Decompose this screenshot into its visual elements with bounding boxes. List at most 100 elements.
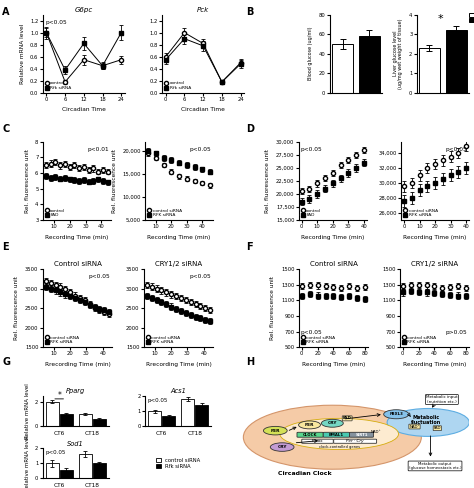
Y-axis label: Rel. fluorescence unit: Rel. fluorescence unit bbox=[265, 149, 270, 213]
Text: NAD⁺: NAD⁺ bbox=[409, 425, 420, 428]
Y-axis label: Relative mRNA level: Relative mRNA level bbox=[25, 383, 29, 439]
Bar bbox=[46, 463, 59, 478]
Y-axis label: Rel. fluorescence unit: Rel. fluorescence unit bbox=[25, 149, 29, 213]
Text: D: D bbox=[246, 124, 255, 134]
Text: CRY: CRY bbox=[277, 445, 287, 449]
Text: p<0.05: p<0.05 bbox=[301, 330, 322, 335]
Title: CRY1/2 siRNA: CRY1/2 siRNA bbox=[411, 261, 458, 267]
Y-axis label: Rel. fluorescence unit: Rel. fluorescence unit bbox=[270, 276, 275, 340]
X-axis label: Recording Time (min): Recording Time (min) bbox=[147, 235, 211, 240]
Text: p<0.05: p<0.05 bbox=[89, 274, 110, 280]
Bar bbox=[60, 414, 73, 426]
Title: Pparg: Pparg bbox=[66, 388, 85, 394]
Text: A: A bbox=[2, 7, 10, 17]
X-axis label: Circadian Time: Circadian Time bbox=[181, 107, 225, 113]
Text: FBXL3: FBXL3 bbox=[389, 412, 403, 416]
Text: Metabolic output
(glucose homeostasis etc.): Metabolic output (glucose homeostasis et… bbox=[409, 462, 461, 470]
X-axis label: Circadian Time: Circadian Time bbox=[62, 107, 106, 113]
X-axis label: Recording Time (min): Recording Time (min) bbox=[403, 362, 466, 367]
FancyBboxPatch shape bbox=[334, 439, 377, 443]
X-axis label: Recording Time (min): Recording Time (min) bbox=[45, 235, 109, 240]
Bar bbox=[195, 405, 208, 426]
Text: p<0.05: p<0.05 bbox=[46, 450, 66, 455]
Bar bbox=[446, 30, 467, 93]
Legend: control, Rfk siRNA: control, Rfk siRNA bbox=[45, 81, 72, 91]
Legend: control siRNA, RFK siRNA: control siRNA, RFK siRNA bbox=[147, 208, 182, 218]
Bar bbox=[162, 416, 175, 426]
Title: Sod1: Sod1 bbox=[67, 441, 84, 447]
Legend: control, FAD: control, FAD bbox=[301, 208, 322, 218]
Bar bbox=[419, 48, 440, 93]
Y-axis label: Liver glucose level
(ug/mg wet weight of tissue): Liver glucose level (ug/mg wet weight of… bbox=[392, 19, 403, 89]
Text: Per · Cry: Per · Cry bbox=[346, 439, 364, 443]
Text: p<0.05: p<0.05 bbox=[148, 398, 168, 403]
Text: E: E bbox=[2, 242, 9, 251]
Y-axis label: Relative mRNA level: Relative mRNA level bbox=[25, 435, 29, 488]
Title: Acs1: Acs1 bbox=[170, 388, 186, 394]
Text: clock-controlled genes: clock-controlled genes bbox=[319, 445, 360, 448]
Text: PER: PER bbox=[271, 428, 280, 433]
FancyBboxPatch shape bbox=[297, 432, 323, 437]
X-axis label: Recording Time (min): Recording Time (min) bbox=[403, 235, 467, 240]
Text: SIRT1: SIRT1 bbox=[356, 433, 368, 437]
Title: Pck: Pck bbox=[197, 7, 209, 13]
Bar bbox=[93, 463, 106, 478]
Legend: control siRNA, RFK siRNA: control siRNA, RFK siRNA bbox=[403, 208, 438, 218]
Legend: control siRNA, RFK siRNA: control siRNA, RFK siRNA bbox=[301, 335, 336, 345]
Text: NAD⁺: NAD⁺ bbox=[371, 430, 381, 434]
Y-axis label: Rel. fluorescence unit: Rel. fluorescence unit bbox=[112, 149, 117, 213]
FancyBboxPatch shape bbox=[302, 439, 333, 443]
Text: Metabolic input
(nutrition etc.): Metabolic input (nutrition etc.) bbox=[426, 395, 458, 404]
Ellipse shape bbox=[243, 405, 421, 469]
Text: *: * bbox=[57, 391, 61, 400]
Bar bbox=[46, 402, 59, 426]
X-axis label: Rrecording Time (min): Rrecording Time (min) bbox=[45, 362, 110, 367]
Text: C: C bbox=[2, 124, 9, 134]
Circle shape bbox=[264, 427, 287, 435]
Legend: control siRNA, RFK siRNA: control siRNA, RFK siRNA bbox=[146, 335, 181, 345]
Circle shape bbox=[383, 410, 409, 419]
Text: FAD: FAD bbox=[343, 416, 352, 420]
Bar bbox=[181, 399, 194, 426]
Text: p<0.05: p<0.05 bbox=[446, 147, 467, 152]
Text: CLOCK: CLOCK bbox=[303, 433, 318, 437]
Text: p>0.05: p>0.05 bbox=[446, 330, 467, 335]
Text: E-box: E-box bbox=[312, 439, 323, 443]
Circle shape bbox=[270, 443, 294, 451]
Bar bbox=[79, 414, 91, 426]
Text: p<0.05: p<0.05 bbox=[190, 147, 211, 152]
Title: G6pc: G6pc bbox=[75, 7, 93, 13]
Text: Circadian Clock: Circadian Clock bbox=[278, 471, 332, 476]
Y-axis label: Relative mRNA level: Relative mRNA level bbox=[19, 23, 25, 84]
Y-axis label: Rel. fluorescence unit: Rel. fluorescence unit bbox=[14, 276, 19, 340]
Y-axis label: Blood glucose (ug/ml): Blood glucose (ug/ml) bbox=[308, 27, 313, 81]
Text: PER: PER bbox=[305, 423, 314, 427]
Text: CRY: CRY bbox=[328, 421, 337, 425]
Text: p<0.01: p<0.01 bbox=[87, 147, 109, 152]
Circle shape bbox=[299, 421, 320, 429]
FancyBboxPatch shape bbox=[323, 432, 349, 437]
Text: p<0.05: p<0.05 bbox=[301, 147, 322, 152]
Bar bbox=[93, 419, 106, 426]
Bar bbox=[332, 44, 353, 93]
Text: p<0.05: p<0.05 bbox=[45, 20, 67, 25]
Legend: control, FAD: control, FAD bbox=[45, 208, 66, 218]
X-axis label: Recording Time (min): Recording Time (min) bbox=[302, 362, 365, 367]
Legend: control siRNA, RFK siRNA: control siRNA, RFK siRNA bbox=[402, 335, 437, 345]
Legend: control siRNA, RFK siRNA: control siRNA, RFK siRNA bbox=[45, 335, 80, 345]
Legend: control siRNA, Rfk siRNA: control siRNA, Rfk siRNA bbox=[469, 13, 474, 23]
Bar bbox=[148, 411, 161, 426]
Title: CRY1/2 siRNA: CRY1/2 siRNA bbox=[155, 261, 202, 267]
Text: Metabolic
fluctuation: Metabolic fluctuation bbox=[411, 415, 441, 426]
Circle shape bbox=[321, 419, 343, 427]
Title: Control siRNA: Control siRNA bbox=[54, 261, 101, 267]
Ellipse shape bbox=[387, 408, 469, 436]
Ellipse shape bbox=[280, 418, 399, 449]
X-axis label: Recording Time (min): Recording Time (min) bbox=[301, 235, 365, 240]
Title: Control siRNA: Control siRNA bbox=[310, 261, 357, 267]
Legend: control siRNA, Rfk siRNA: control siRNA, Rfk siRNA bbox=[155, 457, 201, 469]
X-axis label: Rrecording Time (min): Rrecording Time (min) bbox=[146, 362, 211, 367]
Text: BMAL1: BMAL1 bbox=[329, 433, 344, 437]
Text: *: * bbox=[438, 14, 443, 24]
Bar bbox=[79, 454, 91, 478]
